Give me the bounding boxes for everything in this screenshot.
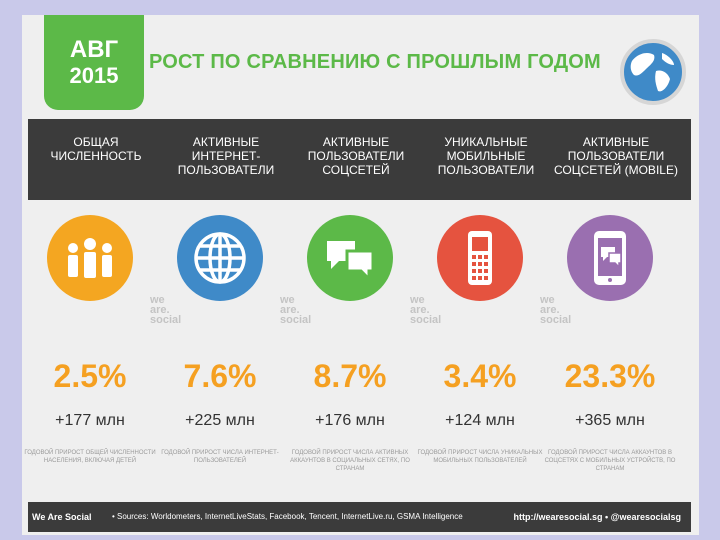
column-note: ГОДОВОЙ ПРИРОСТ ЧИСЛА ИНТЕРНЕТ-ПОЛЬЗОВАТ… xyxy=(161,450,279,464)
growth-percent-total: 2.5% xyxy=(53,358,127,394)
column-title-total: ОБЩАЯ ЧИСЛЕННОСТЬ xyxy=(50,135,142,163)
date-year: 2015 xyxy=(69,63,119,88)
we-are-social-watermark: we are. social xyxy=(410,294,442,326)
date-month: АВГ xyxy=(69,36,119,63)
column-note: ГОДОВОЙ ПРИРОСТ ОБЩЕЙ ЧИСЛЕННОСТИ НАСЕЛЕ… xyxy=(24,450,156,464)
column-header-band: ОБЩАЯ ЧИСЛЕННОСТЬ АКТИВНЫЕ ИНТЕРНЕТ-ПОЛЬ… xyxy=(28,119,691,200)
growth-percent-social-mobile: 23.3% xyxy=(564,358,656,394)
we-are-social-watermark: we are. social xyxy=(150,294,182,326)
column-note: ГОДОВОЙ ПРИРОСТ ЧИСЛА УНИКАЛЬНЫХ МОБИЛЬН… xyxy=(417,450,543,464)
growth-percent-internet: 7.6% xyxy=(183,358,257,394)
growth-percent-social: 8.7% xyxy=(313,358,387,394)
growth-absolute-social-mobile: +365 млн xyxy=(575,412,645,429)
infographic-slide: АВГ 2015 РОСТ ПО СРАВНЕНИЮ С ПРОШЛЫМ ГОД… xyxy=(22,15,699,535)
growth-percent-mobile: 3.4% xyxy=(443,358,517,394)
column-title-social: АКТИВНЫЕ ПОЛЬЗОВАТЕЛИ СОЦСЕТЕЙ xyxy=(307,135,405,177)
chat-bubbles-icon xyxy=(307,215,393,301)
globe-icon xyxy=(620,39,686,105)
date-tab: АВГ 2015 xyxy=(44,15,144,110)
footer-sources: • Sources: Worldometers, InternetLiveSta… xyxy=(112,512,463,521)
column-title-mobile: УНИКАЛЬНЫЕ МОБИЛЬНЫЕ ПОЛЬЗОВАТЕЛИ xyxy=(437,135,535,177)
footer-bar: We Are Social • Sources: Worldometers, I… xyxy=(28,502,691,532)
footer-brand: We Are Social xyxy=(32,512,92,522)
growth-absolute-total: +177 млн xyxy=(55,412,125,429)
people-icon xyxy=(47,215,133,301)
growth-absolute-internet: +225 млн xyxy=(185,412,255,429)
column-title-internet: АКТИВНЫЕ ИНТЕРНЕТ-ПОЛЬЗОВАТЕЛИ xyxy=(177,135,275,177)
growth-absolute-mobile: +124 млн xyxy=(445,412,515,429)
smartphone-chat-icon xyxy=(567,215,653,301)
column-title-social-mobile: АКТИВНЫЕ ПОЛЬЗОВАТЕЛИ СОЦСЕТЕЙ (MOBILE) xyxy=(554,135,678,177)
column-note: ГОДОВОЙ ПРИРОСТ ЧИСЛА АКТИВНЫХ АККАУНТОВ… xyxy=(290,450,410,472)
globe-grid-icon xyxy=(177,215,263,301)
footer-links[interactable]: http://wearesocial.sg • @wearesocialsg xyxy=(513,512,682,522)
mobile-phone-icon xyxy=(437,215,523,301)
column-note: ГОДОВОЙ ПРИРОСТ ЧИСЛА АККАУНТОВ В СОЦСЕТ… xyxy=(544,450,676,472)
page-title: РОСТ ПО СРАВНЕНИЮ С ПРОШЛЫМ ГОДОМ xyxy=(149,51,601,73)
growth-absolute-social: +176 млн xyxy=(315,412,385,429)
we-are-social-watermark: we are. social xyxy=(540,294,572,326)
we-are-social-watermark: we are. social xyxy=(280,294,312,326)
